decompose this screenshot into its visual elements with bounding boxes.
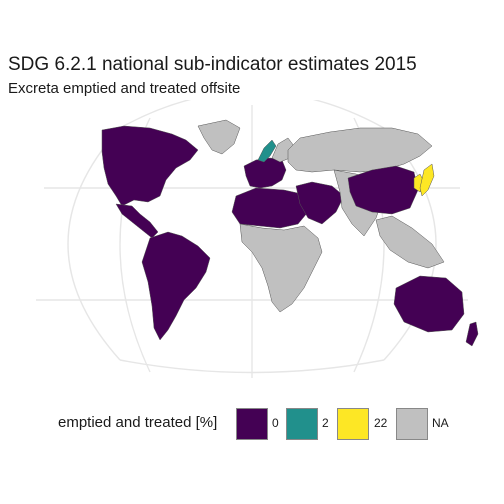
region-australia (393, 275, 465, 333)
region-north-america (101, 125, 199, 207)
legend-title: emptied and treated [%] (58, 414, 218, 431)
region-south-america (141, 231, 211, 341)
world-map (36, 100, 479, 378)
region-japan (419, 163, 435, 197)
graticule-frame (67, 127, 121, 361)
region-north-africa (231, 187, 309, 229)
region-central-america (115, 203, 159, 239)
region-middle-east (295, 181, 345, 225)
region-china (347, 165, 419, 215)
region-sub-saharan-africa (239, 223, 323, 313)
map-subtitle: Excreta emptied and treated offsite (8, 80, 241, 97)
legend-swatch-na (396, 408, 428, 440)
region-russia (287, 127, 433, 173)
legend-label-0: 0 (272, 416, 279, 430)
legend-label-2: 2 (322, 416, 329, 430)
region-western-europe (243, 157, 287, 189)
legend-label-na: NA (432, 416, 449, 430)
graticule-frame (119, 100, 385, 129)
region-norway (257, 139, 277, 163)
region-greenland (197, 119, 241, 155)
legend-swatch-0 (236, 408, 268, 440)
legend-swatch-22 (337, 408, 369, 440)
legend-swatch-2 (286, 408, 318, 440)
legend: emptied and treated [%] 0 2 22 NA (0, 406, 504, 440)
region-southeast-asia (375, 215, 445, 269)
legend-label-22: 22 (374, 416, 388, 430)
map-title: SDG 6.2.1 national sub-indicator estimat… (8, 54, 417, 75)
region-new-zealand (465, 321, 479, 347)
